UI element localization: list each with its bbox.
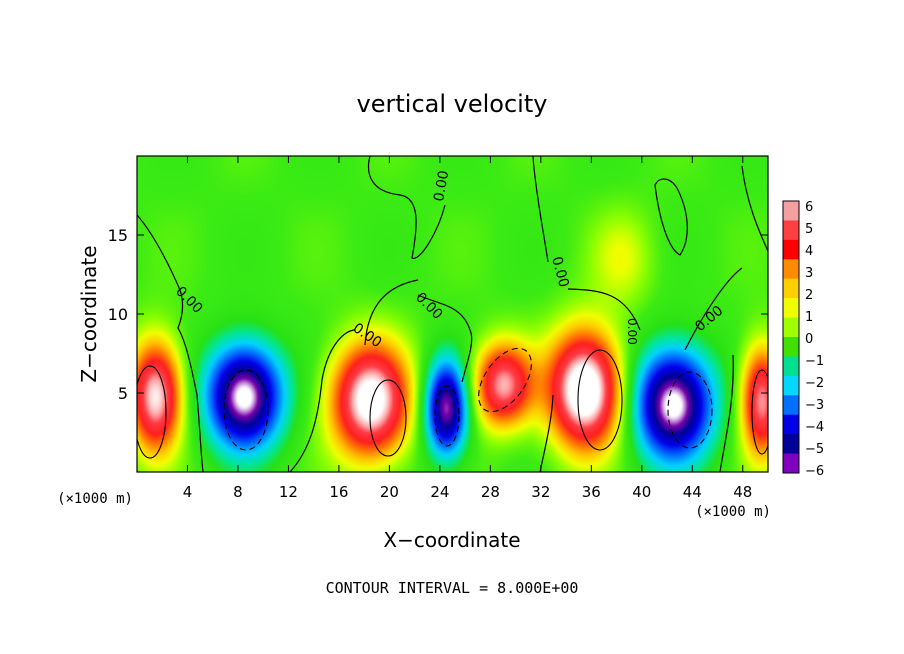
colorbar-swatch [783,434,799,455]
x-unit-left: (×1000 m) [57,491,133,507]
colorbar-swatch [783,298,799,319]
y-tick-label: 10 [108,305,128,324]
colorbar-swatch [783,414,799,435]
colorbar-swatch [783,356,799,377]
zero-contour [289,329,356,472]
negative-contour [434,385,460,447]
zero-contour [137,214,204,472]
y-tick-label: 15 [108,226,128,245]
colorbar-swatch [783,317,799,338]
zero-contour [417,294,473,383]
colorbar-swatch [783,375,799,396]
zero-contour [367,156,446,259]
colorbar-label: −3 [805,398,824,413]
y-axis: 5 10 15 [108,226,768,403]
colorbar-label: 0 [805,332,813,347]
colorbar-label: 4 [805,244,813,259]
zero-contour [567,288,641,331]
colorbar-swatch [783,337,799,357]
colorbar-swatch [783,453,799,474]
x-tick-label: 44 [683,483,702,501]
zero-contour [539,394,554,472]
zero-contour [364,279,419,346]
colorbar: 6 5 4 3 2 1 0 −1 −2 −3 −4 −5 −6 [782,200,824,479]
x-axis-label: X−coordinate [383,528,520,552]
x-tick-label: 48 [733,483,752,501]
colorbar-swatch [783,220,799,241]
negative-contour [478,347,532,413]
positive-contours [137,349,768,459]
colorbar-label: 1 [805,310,813,325]
colorbar-label: 3 [805,266,813,281]
x-axis: 4 8 12 16 20 24 28 32 36 40 44 48 [183,156,752,501]
colorbar-label: 6 [805,200,813,215]
x-tick-label: 8 [233,483,243,501]
colorbar-label: −2 [805,376,824,391]
negative-contour [223,369,269,451]
x-tick-label: 16 [329,483,348,501]
colorbar-label: −5 [805,442,824,457]
x-tick-label: 12 [279,483,298,501]
negative-contour [667,371,713,449]
colorbar-frame [782,200,800,474]
contour-interval-note: CONTOUR INTERVAL = 8.000E+00 [326,579,579,597]
contour-label: 0.00 [431,169,452,202]
colorbar-label: −4 [805,420,824,435]
colorbar-label: 5 [805,222,813,237]
positive-contour [137,365,167,459]
zero-contour [654,178,688,256]
positive-contour [577,349,623,451]
y-axis-label: Z−coordinate [77,245,101,382]
colorbar-swatch [783,239,799,260]
zero-contour [684,267,743,351]
chart-title: vertical velocity [357,90,548,118]
colorbar-swatch [783,201,799,221]
colorbar-swatch [783,395,799,416]
x-tick-label: 28 [481,483,500,501]
positive-contour [369,379,407,457]
negative-contours [223,347,713,451]
x-tick-label: 4 [183,483,193,501]
contour-label: 0.00 [625,318,639,345]
y-tick-label: 5 [118,384,128,403]
contour-label: 0.00 [548,255,572,289]
colorbar-label: −1 [805,354,824,369]
positive-contour [751,369,768,455]
colorbar-label: 2 [805,288,813,303]
colorbar-swatch [783,259,799,280]
velocity-field [137,156,768,472]
zero-contour [532,156,549,263]
x-tick-label: 20 [380,483,399,501]
x-tick-label: 36 [582,483,601,501]
x-tick-label: 32 [531,483,550,501]
x-tick-label: 40 [632,483,651,501]
colorbar-label: −6 [805,464,824,479]
x-unit-right: (×1000 m) [695,504,771,520]
x-tick-label: 24 [430,483,449,501]
zero-contour [719,354,734,472]
colorbar-swatch [783,278,799,299]
